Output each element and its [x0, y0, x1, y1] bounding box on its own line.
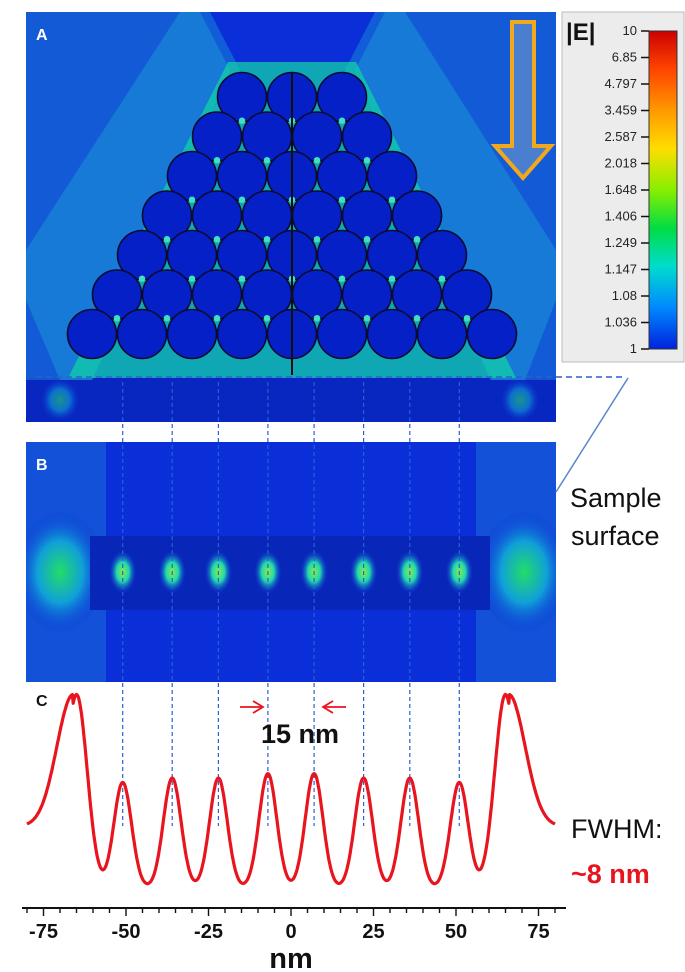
- gap-hotspot: [363, 315, 371, 322]
- colorbar-tick-label: 1.406: [604, 209, 637, 224]
- fwhm-label: FWHM:: [571, 814, 662, 844]
- gap-hotspot: [238, 275, 246, 282]
- gap-hotspot: [188, 275, 196, 282]
- spacing-label: 15 nm: [261, 719, 339, 749]
- colorbar-tick-label: 1: [630, 341, 637, 356]
- colorbar-tick-label: 1.08: [612, 288, 637, 303]
- x-tick-label: 75: [527, 921, 549, 943]
- gap-hotspot: [163, 315, 171, 322]
- gap-hotspot: [238, 117, 246, 124]
- panel-b-label: B: [36, 457, 48, 474]
- gap-hotspot: [363, 157, 371, 164]
- gap-hotspot: [313, 315, 321, 322]
- colorbar-tick-label: 2.587: [604, 129, 637, 144]
- x-tick-label: -75: [29, 921, 58, 943]
- nanosphere: [166, 308, 218, 360]
- incident-direction-arrow-icon: [490, 20, 556, 182]
- gap-hotspot: [413, 236, 421, 243]
- x-tick-label: 25: [362, 921, 384, 943]
- gap-hotspot: [313, 236, 321, 243]
- fwhm-value: ~8 nm: [571, 859, 650, 889]
- sample-surface-label-line1: Sample: [570, 483, 662, 513]
- nanosphere: [366, 308, 418, 360]
- colorbar: |E| 10 6.85 4.797 3.459 2.587 2.018 1.648 1.406…: [561, 11, 685, 363]
- gap-hotspot: [413, 315, 421, 322]
- panel-c-label: C: [36, 693, 48, 710]
- gap-hotspot: [438, 275, 446, 282]
- gap-hotspot: [113, 315, 121, 322]
- x-tick-label: 0: [285, 921, 296, 943]
- x-axis-label: nm: [269, 943, 313, 972]
- gap-hotspot: [138, 275, 146, 282]
- gap-hotspot: [338, 275, 346, 282]
- gap-hotspot: [213, 157, 221, 164]
- x-tick-label: -50: [112, 921, 141, 943]
- nanosphere: [416, 308, 468, 360]
- panel-a-field-map: [26, 12, 556, 422]
- gap-hotspot: [188, 196, 196, 203]
- nanosphere: [466, 308, 518, 360]
- panel-a-label: A: [36, 27, 48, 44]
- gap-hotspot: [388, 196, 396, 203]
- gap-hotspot: [213, 315, 221, 322]
- nanosphere: [216, 308, 268, 360]
- gap-hotspot: [213, 236, 221, 243]
- gap-hotspot: [338, 196, 346, 203]
- colorbar-ticks: 10 6.85 4.797 3.459 2.587 2.018 1.648 1.406 1.24…: [604, 23, 649, 356]
- peak-guide-lines: [122, 382, 460, 826]
- colorbar-tick-label: 3.459: [604, 103, 637, 118]
- colorbar-tick-label: 6.85: [612, 50, 637, 65]
- colorbar-tick-label: 1.648: [604, 182, 637, 197]
- sample-surface-label-line2: surface: [571, 521, 660, 551]
- field-profile-chart: -75 -50 -25 0 25 50 75 nm: [22, 692, 566, 972]
- x-tick-label: -25: [194, 921, 223, 943]
- colorbar-tick-label: 2.018: [604, 156, 637, 171]
- colorbar-tick-label: 10: [623, 23, 637, 38]
- gap-hotspot: [313, 157, 321, 164]
- gap-hotspot: [163, 236, 171, 243]
- nanosphere: [66, 308, 118, 360]
- gap-hotspot: [263, 315, 271, 322]
- colorbar-tick-label: 1.147: [604, 262, 637, 277]
- colorbar-tick-label: 1.036: [604, 315, 637, 330]
- colorbar-tick-label: 1.249: [604, 235, 637, 250]
- colorbar-title: |E|: [566, 19, 595, 46]
- spacing-arrows: [240, 700, 346, 714]
- nanosphere: [316, 308, 368, 360]
- gap-hotspot: [338, 117, 346, 124]
- gap-hotspot: [238, 196, 246, 203]
- gap-hotspot: [263, 236, 271, 243]
- gap-hotspot: [463, 315, 471, 322]
- nanosphere: [116, 308, 168, 360]
- gap-hotspot: [363, 236, 371, 243]
- colorbar-tick-label: 4.797: [604, 76, 637, 91]
- gap-hotspot: [263, 157, 271, 164]
- panel-b-sample-surface-map: [26, 442, 556, 682]
- field-profile-line: [26, 692, 556, 886]
- x-tick-label: 50: [445, 921, 467, 943]
- gap-hotspot: [388, 275, 396, 282]
- sample-surface-callout-line: [555, 377, 629, 493]
